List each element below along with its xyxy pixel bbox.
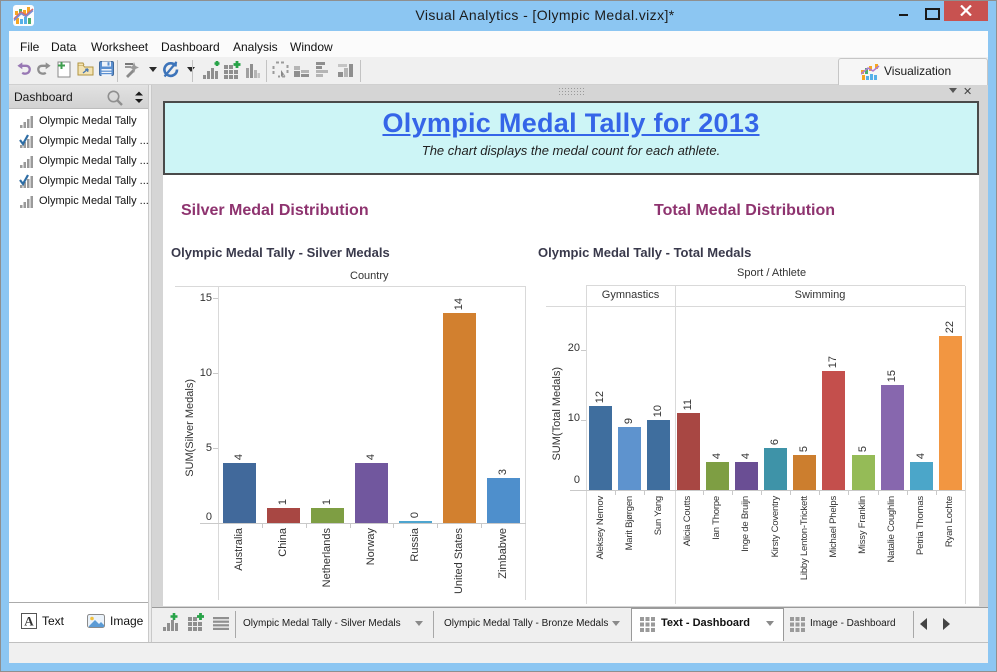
svg-text:A: A [24,614,34,629]
